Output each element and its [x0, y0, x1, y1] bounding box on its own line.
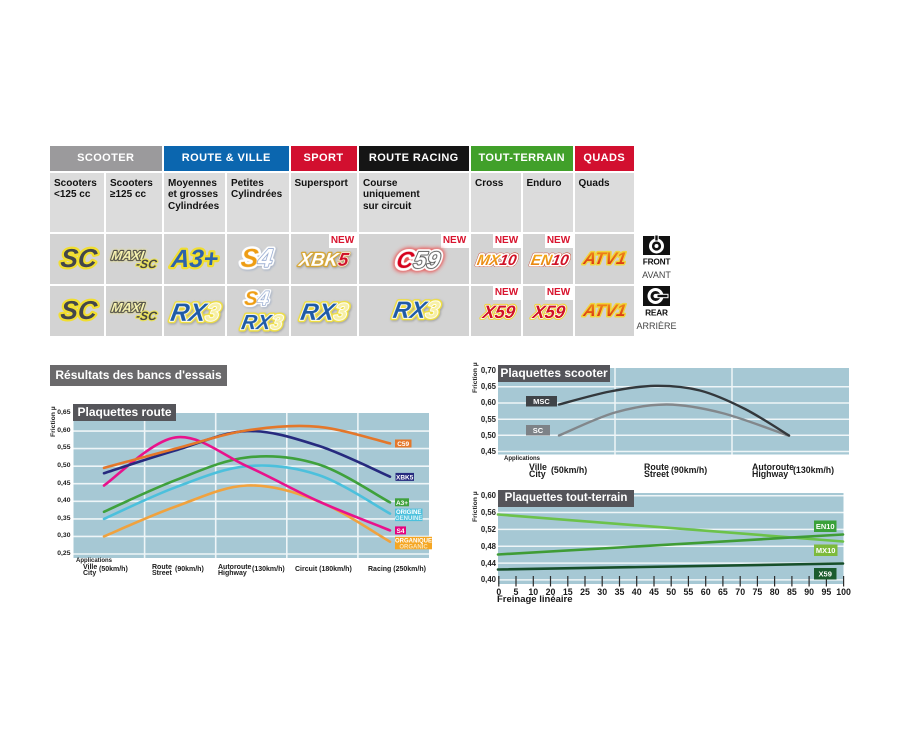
- svg-text:RX3: RX3: [299, 299, 351, 326]
- svg-text:15: 15: [563, 587, 573, 597]
- svg-text:GENUINE: GENUINE: [395, 516, 422, 522]
- svg-text:AVANT: AVANT: [642, 270, 671, 280]
- svg-text:90: 90: [804, 587, 814, 597]
- svg-text:Friction µ: Friction µ: [50, 406, 57, 437]
- svg-text:50: 50: [666, 587, 676, 597]
- svg-text:RX3: RX3: [391, 298, 441, 324]
- svg-text:EN10: EN10: [816, 522, 835, 531]
- svg-text:S4: S4: [239, 243, 274, 273]
- svg-text:25: 25: [580, 587, 590, 597]
- svg-text:35: 35: [615, 587, 625, 597]
- svg-text:RX3: RX3: [299, 299, 351, 326]
- svg-text:REAR: REAR: [645, 308, 668, 318]
- svg-text:5: 5: [514, 587, 519, 597]
- svg-text:S4: S4: [243, 288, 270, 310]
- svg-text:SC: SC: [59, 295, 99, 325]
- svg-text:ATV1: ATV1: [581, 300, 628, 320]
- svg-text:ATV1: ATV1: [581, 248, 628, 268]
- svg-text:55: 55: [684, 587, 694, 597]
- svg-text:C59: C59: [394, 248, 442, 274]
- svg-text:MX10: MX10: [476, 252, 519, 269]
- svg-text:70: 70: [735, 587, 745, 597]
- svg-text:XBK5: XBK5: [396, 474, 414, 481]
- svg-text:RX3: RX3: [240, 311, 285, 334]
- svg-text:80: 80: [770, 587, 780, 597]
- svg-text:EN10: EN10: [530, 252, 571, 269]
- svg-text:ORGANIC: ORGANIC: [399, 544, 428, 550]
- svg-text:-SC: -SC: [135, 309, 158, 323]
- svg-text:100: 100: [836, 587, 851, 597]
- svg-text:A3+: A3+: [396, 500, 408, 507]
- svg-text:RX3: RX3: [391, 298, 441, 324]
- svg-text:MSC: MSC: [533, 397, 550, 406]
- svg-text:RX3: RX3: [240, 311, 285, 334]
- svg-text:A3+: A3+: [169, 245, 220, 273]
- svg-text:20: 20: [546, 587, 556, 597]
- svg-text:XBK5: XBK5: [297, 249, 351, 270]
- svg-text:Friction µ: Friction µ: [472, 491, 479, 522]
- svg-text:0: 0: [496, 587, 501, 597]
- svg-text:30: 30: [597, 587, 607, 597]
- svg-text:MAXI: MAXI: [110, 300, 145, 315]
- svg-text:SC: SC: [533, 426, 544, 435]
- svg-text:ARRIÈRE: ARRIÈRE: [636, 321, 676, 331]
- svg-text:65: 65: [718, 587, 728, 597]
- svg-text:XBK5: XBK5: [297, 249, 351, 270]
- svg-text:MAXI: MAXI: [110, 248, 145, 263]
- svg-text:FRONT: FRONT: [643, 257, 671, 267]
- svg-text:SC: SC: [59, 243, 99, 273]
- svg-text:MX10: MX10: [816, 546, 836, 555]
- svg-text:45: 45: [649, 587, 659, 597]
- svg-text:S4: S4: [243, 288, 270, 310]
- svg-text:RX3: RX3: [240, 311, 285, 334]
- svg-text:RX3: RX3: [169, 299, 223, 327]
- svg-text:C59: C59: [394, 248, 442, 274]
- svg-text:MX10: MX10: [476, 252, 519, 269]
- svg-text:C59: C59: [397, 441, 409, 448]
- svg-text:95: 95: [822, 587, 832, 597]
- svg-text:RX3: RX3: [169, 299, 223, 327]
- svg-text:ORGANIQUE: ORGANIQUE: [395, 538, 432, 544]
- svg-text:X59: X59: [530, 302, 566, 322]
- svg-text:-SC: -SC: [135, 257, 158, 271]
- svg-text:40: 40: [632, 587, 642, 597]
- svg-text:X59: X59: [819, 570, 832, 579]
- svg-text:85: 85: [787, 587, 797, 597]
- svg-text:RX3: RX3: [391, 298, 441, 324]
- svg-text:EN10: EN10: [530, 252, 571, 269]
- svg-text:ORIGINE: ORIGINE: [396, 510, 421, 516]
- svg-text:60: 60: [701, 587, 711, 597]
- svg-text:RX3: RX3: [169, 299, 223, 327]
- svg-text:X59: X59: [530, 302, 566, 322]
- svg-text:X59: X59: [480, 302, 516, 322]
- svg-text:EN10: EN10: [530, 252, 571, 269]
- svg-text:Friction µ: Friction µ: [472, 362, 479, 393]
- svg-text:MX10: MX10: [476, 252, 519, 269]
- svg-text:75: 75: [753, 587, 763, 597]
- svg-text:S4: S4: [397, 528, 405, 535]
- svg-text:10: 10: [528, 587, 538, 597]
- svg-text:X59: X59: [480, 302, 516, 322]
- svg-text:RX3: RX3: [299, 299, 351, 326]
- svg-text:S4: S4: [239, 243, 274, 273]
